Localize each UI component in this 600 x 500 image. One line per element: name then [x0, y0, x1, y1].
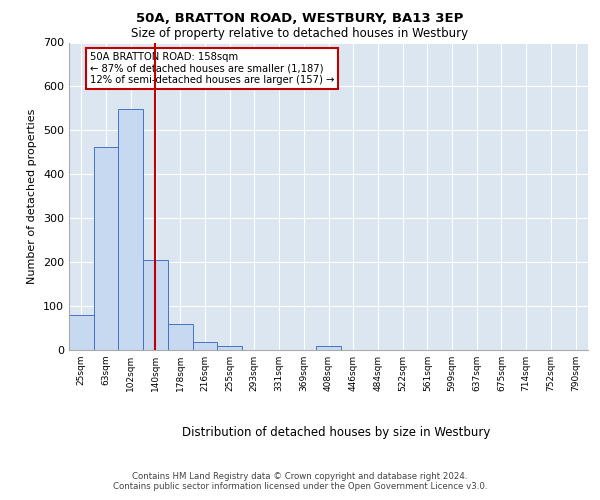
Y-axis label: Number of detached properties: Number of detached properties	[28, 108, 37, 284]
Bar	[217, 346, 242, 350]
Text: Distribution of detached houses by size in Westbury: Distribution of detached houses by size …	[182, 426, 490, 439]
Bar	[118, 109, 143, 350]
Bar	[69, 315, 94, 350]
Bar	[94, 147, 118, 350]
Bar	[316, 346, 341, 350]
Bar	[193, 342, 217, 350]
Text: Contains HM Land Registry data © Crown copyright and database right 2024.: Contains HM Land Registry data © Crown c…	[132, 472, 468, 481]
Text: Size of property relative to detached houses in Westbury: Size of property relative to detached ho…	[131, 28, 469, 40]
Text: 50A, BRATTON ROAD, WESTBURY, BA13 3EP: 50A, BRATTON ROAD, WESTBURY, BA13 3EP	[136, 12, 464, 26]
Text: 50A BRATTON ROAD: 158sqm
← 87% of detached houses are smaller (1,187)
12% of sem: 50A BRATTON ROAD: 158sqm ← 87% of detach…	[90, 52, 334, 85]
Bar	[168, 324, 193, 350]
Bar	[143, 260, 168, 350]
Text: Contains public sector information licensed under the Open Government Licence v3: Contains public sector information licen…	[113, 482, 487, 491]
